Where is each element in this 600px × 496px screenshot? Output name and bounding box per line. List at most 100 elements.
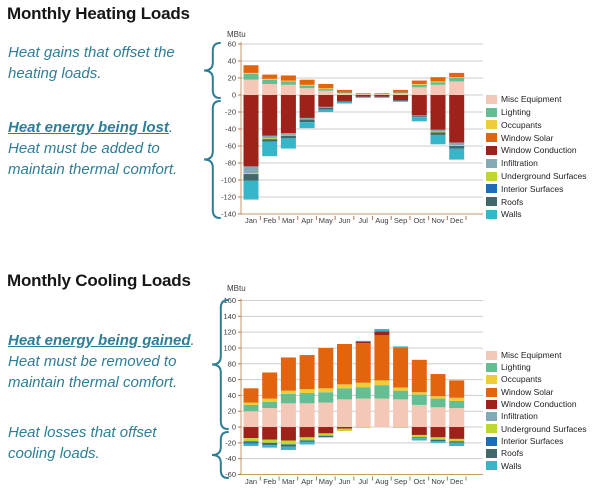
heating-gains-annotation: Heat gains that offset the heating loads… xyxy=(8,42,175,84)
bar-segment xyxy=(430,441,446,443)
bar-segment xyxy=(430,129,446,132)
bar-segment xyxy=(411,434,427,438)
legend-swatch-walls xyxy=(486,210,497,220)
bar-segment xyxy=(374,398,390,428)
y-tick-label: 80 xyxy=(228,359,236,368)
legend-item-window-conduction: Window Conduction xyxy=(486,144,587,157)
bar-segment xyxy=(374,94,390,95)
legend-label: Walls xyxy=(501,460,522,471)
bar-segment xyxy=(318,392,334,403)
legend-swatch-roofs xyxy=(486,449,497,459)
bar-segment xyxy=(262,401,278,409)
bar-segment xyxy=(280,84,296,95)
y-tick-label: 20 xyxy=(228,407,236,416)
month-label: Nov xyxy=(431,477,445,486)
bar-segment xyxy=(243,173,259,175)
legend-label: Lighting xyxy=(501,362,531,373)
bar-segment xyxy=(262,139,278,142)
bar-segment xyxy=(243,174,259,181)
legend-swatch-window-conduction xyxy=(486,399,497,409)
y-tick-label: -60 xyxy=(225,470,236,479)
bar-segment xyxy=(299,440,315,442)
bar-segment xyxy=(449,81,465,95)
bar-segment xyxy=(280,135,296,139)
bar-segment xyxy=(355,427,371,428)
bar-segment xyxy=(449,438,465,442)
legend-label: Window Conduction xyxy=(501,145,577,156)
legend-item-interior-surfaces: Interior Surfaces xyxy=(486,183,587,196)
month-label: Oct xyxy=(413,477,426,486)
legend-swatch-interior-surfaces xyxy=(486,436,497,446)
bar-segment xyxy=(449,72,465,78)
bar-segment xyxy=(411,404,427,428)
bar-segment xyxy=(393,399,409,428)
bar-segment xyxy=(430,374,446,397)
legend-label: Underground Surfaces xyxy=(501,170,587,181)
bar-segment xyxy=(374,335,390,381)
bar-segment xyxy=(337,93,352,95)
bar-segment xyxy=(411,394,427,405)
bar-segment xyxy=(243,72,259,74)
bar-segment xyxy=(318,109,334,112)
bar-segment xyxy=(374,95,390,97)
bar-segment xyxy=(299,119,315,123)
bar-segment xyxy=(318,83,334,89)
bar-segment xyxy=(374,331,390,336)
bar-segment xyxy=(337,427,352,429)
brace xyxy=(203,42,221,99)
bar-segment xyxy=(299,84,315,86)
bar-segment xyxy=(280,446,296,447)
bar-segment xyxy=(280,134,296,136)
y-tick-label: -40 xyxy=(225,125,236,134)
bar-segment xyxy=(374,96,390,98)
month-label: Jun xyxy=(338,477,350,486)
bar-segment xyxy=(411,80,427,84)
bar-segment xyxy=(449,427,465,439)
bar-segment xyxy=(337,344,352,385)
bar-segment xyxy=(299,437,315,441)
legend-item-occupants: Occupants xyxy=(486,119,587,132)
month-label: Sep xyxy=(394,477,407,486)
legend-item-window-conduction: Window Conduction xyxy=(486,398,587,410)
bar-segment xyxy=(280,133,296,135)
bar-segment xyxy=(280,138,296,149)
bar-segment xyxy=(280,446,296,450)
bar-segment xyxy=(262,408,278,428)
legend-item-walls: Walls xyxy=(486,460,587,472)
bar-segment xyxy=(318,88,334,90)
month-label: Jul xyxy=(358,216,368,225)
legend-swatch-misc-equipment xyxy=(486,350,497,360)
annotation-line: maintain thermal comfort. xyxy=(8,161,178,178)
bar-segment xyxy=(393,347,409,388)
brace xyxy=(203,100,221,219)
bar-segment xyxy=(280,75,296,81)
bar-segment xyxy=(411,392,427,395)
bar-segment xyxy=(430,440,446,442)
y-tick-label: 40 xyxy=(228,391,236,400)
bar-segment xyxy=(280,427,296,441)
bar-segment xyxy=(243,166,259,174)
month-label: Oct xyxy=(413,216,426,225)
cooling-gains-annotation: Heat energy being gained. Heat must be r… xyxy=(8,330,195,393)
bar-segment xyxy=(393,346,409,348)
bar-segment xyxy=(280,403,296,428)
month-label: Feb xyxy=(263,216,276,225)
bar-segment xyxy=(262,135,278,139)
legend-item-occupants: Occupants xyxy=(486,374,587,386)
bar-segment xyxy=(430,84,446,95)
legend-label: Infiltration xyxy=(501,411,538,422)
bar-segment xyxy=(262,83,278,95)
legend-swatch-interior-surfaces xyxy=(486,184,497,194)
month-label: Jan xyxy=(245,216,257,225)
bar-segment xyxy=(411,83,427,85)
bar-segment xyxy=(393,427,409,428)
bar-segment xyxy=(318,95,334,107)
annotation-line: Heat must be added to xyxy=(8,140,160,157)
bar-segment xyxy=(299,117,315,120)
bar-segment xyxy=(262,95,278,136)
month-label: Jun xyxy=(338,216,350,225)
bar-segment xyxy=(299,441,315,443)
bar-segment xyxy=(355,387,371,399)
y-tick-label: 20 xyxy=(228,74,236,83)
legend-swatch-misc-equipment xyxy=(486,94,497,104)
